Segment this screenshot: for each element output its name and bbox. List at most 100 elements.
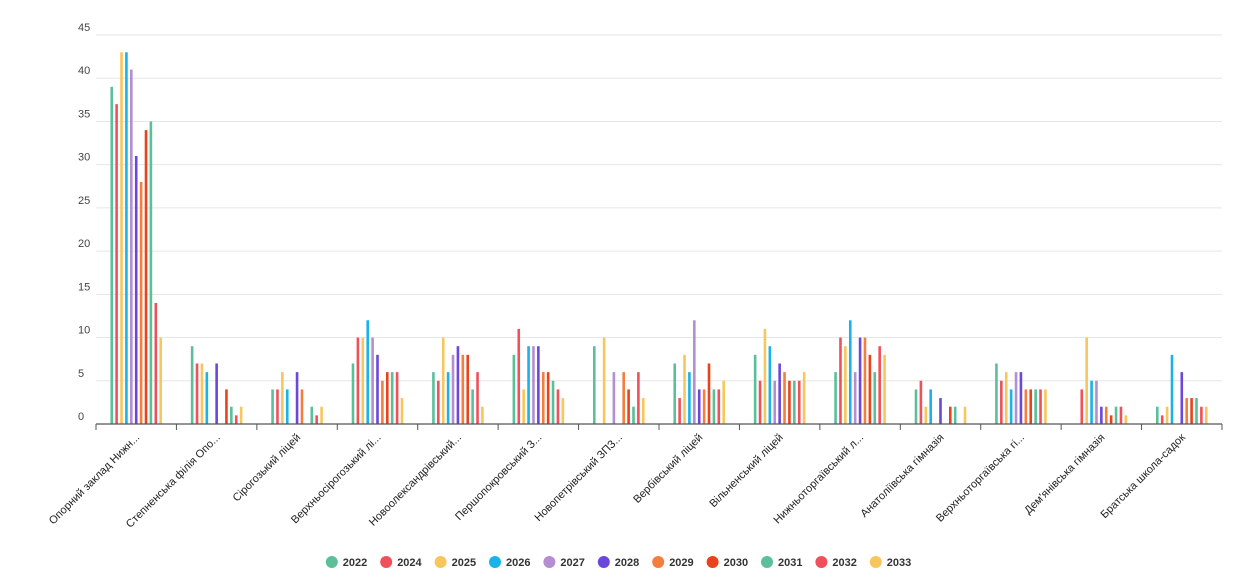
legend-label: 2024 — [397, 557, 422, 569]
legend-marker — [380, 556, 393, 568]
bar-2026 — [1170, 354, 1174, 424]
bar-2032 — [556, 389, 560, 424]
bar-2022 — [914, 389, 918, 424]
legend-item-2030[interactable]: 2030 — [706, 556, 748, 569]
bar-2028 — [215, 363, 218, 424]
bar-2033 — [802, 372, 806, 424]
bar-2027 — [532, 346, 535, 424]
x-category-label: Новопетрівський ЗПЗ... — [532, 432, 624, 524]
bar-2022 — [673, 363, 677, 424]
legend-item-2031[interactable]: 2031 — [761, 556, 802, 569]
bar-2031 — [712, 389, 716, 424]
y-axis-ticks: 0 5 10 15 20 25 30 35 40 45 — [78, 22, 90, 423]
bar-2029 — [1024, 389, 1028, 424]
x-category-label: Братська школа-садок — [1099, 432, 1189, 522]
bar-2026 — [848, 320, 852, 424]
bar-2033 — [1124, 415, 1128, 424]
bar-2029 — [461, 354, 465, 424]
legend-item-2032[interactable]: 2032 — [815, 556, 857, 569]
bar-2024 — [1160, 415, 1164, 424]
bar-2024 — [437, 380, 440, 424]
x-category-label: Верхньоторгаївська гі... — [934, 432, 1027, 525]
bar-2024 — [115, 104, 118, 424]
bar-2026 — [125, 52, 128, 424]
bar-2025 — [763, 328, 767, 424]
bar-2030 — [386, 372, 389, 424]
bar-2025 — [120, 52, 123, 424]
bar-2029 — [702, 389, 706, 424]
legend-label: 2027 — [560, 557, 584, 569]
bar-2027 — [451, 354, 455, 424]
bar-2030 — [1109, 415, 1113, 424]
bar-2028 — [939, 398, 942, 424]
bar-2028 — [858, 337, 862, 424]
bar-2033 — [159, 337, 163, 424]
legend[interactable]: 2022 2024 2025 2026 2027 2028 2029 2030 2031 2032… — [325, 556, 911, 569]
gridlines — [96, 34, 1222, 382]
bar-2031 — [310, 406, 314, 424]
bar-2022 — [834, 372, 837, 424]
bar-2025 — [924, 406, 928, 424]
x-category-label: Новоолександрівський... — [367, 432, 464, 529]
bar-2031 — [1195, 398, 1198, 424]
bar-2027 — [1095, 380, 1098, 424]
legend-marker — [761, 556, 773, 568]
bar-2025 — [522, 389, 525, 424]
legend-item-2027[interactable]: 2027 — [543, 556, 585, 569]
bar-2032 — [1200, 406, 1203, 424]
bar-2032 — [395, 372, 399, 424]
bar-2025 — [200, 363, 204, 424]
legend-item-2024[interactable]: 2024 — [380, 556, 423, 569]
bar-2025 — [1085, 337, 1088, 424]
legend-item-2028[interactable]: 2028 — [597, 556, 639, 569]
bar-2022 — [995, 363, 998, 424]
y-tick-label: 20 — [78, 238, 90, 250]
bar-2031 — [390, 372, 394, 424]
legend-marker — [869, 556, 882, 568]
bar-2026 — [1090, 380, 1093, 424]
bar-2032 — [315, 415, 318, 424]
legend-item-2025[interactable]: 2025 — [434, 556, 476, 569]
legend-marker — [652, 556, 665, 568]
bar-2028 — [456, 346, 460, 424]
bar-2028 — [376, 354, 379, 424]
bar-2030 — [707, 363, 711, 424]
legend-item-2026[interactable]: 2026 — [489, 556, 530, 569]
legend-marker — [489, 556, 501, 568]
legend-item-2029[interactable]: 2029 — [652, 556, 694, 569]
bar-2027 — [130, 69, 133, 424]
bar-2033 — [641, 398, 645, 424]
bar-2030 — [225, 389, 228, 424]
bar-2033 — [320, 406, 323, 424]
bar-2027 — [612, 372, 616, 424]
legend-item-2033[interactable]: 2033 — [869, 556, 911, 569]
bar-2026 — [527, 346, 530, 424]
y-tick-label: 35 — [78, 108, 90, 120]
bar-2030 — [466, 354, 470, 424]
x-axis-category-labels: Опорний заклад Нижн...Степненська філія … — [47, 432, 1188, 531]
bar-2026 — [205, 372, 209, 424]
legend-marker — [815, 556, 828, 568]
bar-2033 — [1204, 406, 1208, 424]
legend-item-2022[interactable]: 2022 — [325, 556, 367, 569]
bar-2032 — [234, 415, 238, 424]
y-tick-label: 0 — [78, 411, 84, 423]
x-category-label: Нижньоторгаївський л... — [771, 432, 866, 527]
bar-2028 — [778, 363, 781, 424]
x-category-label: Вербівський ліцей — [631, 432, 705, 506]
bar-2033 — [1044, 389, 1047, 424]
bar-2027 — [853, 372, 857, 424]
y-tick-label: 5 — [78, 368, 84, 380]
x-category-label: Верхньосірогозький лі... — [289, 432, 384, 527]
bar-2026 — [446, 372, 450, 424]
legend-label: 2029 — [669, 557, 693, 569]
legend-label: 2033 — [887, 557, 911, 569]
bar-2028 — [537, 346, 540, 424]
bar-2025 — [844, 346, 847, 424]
legend-label: 2032 — [832, 557, 856, 569]
legend-label: 2022 — [343, 557, 367, 569]
x-category-label: Вільненський ліцей — [707, 432, 785, 510]
bar-2022 — [1155, 406, 1159, 424]
